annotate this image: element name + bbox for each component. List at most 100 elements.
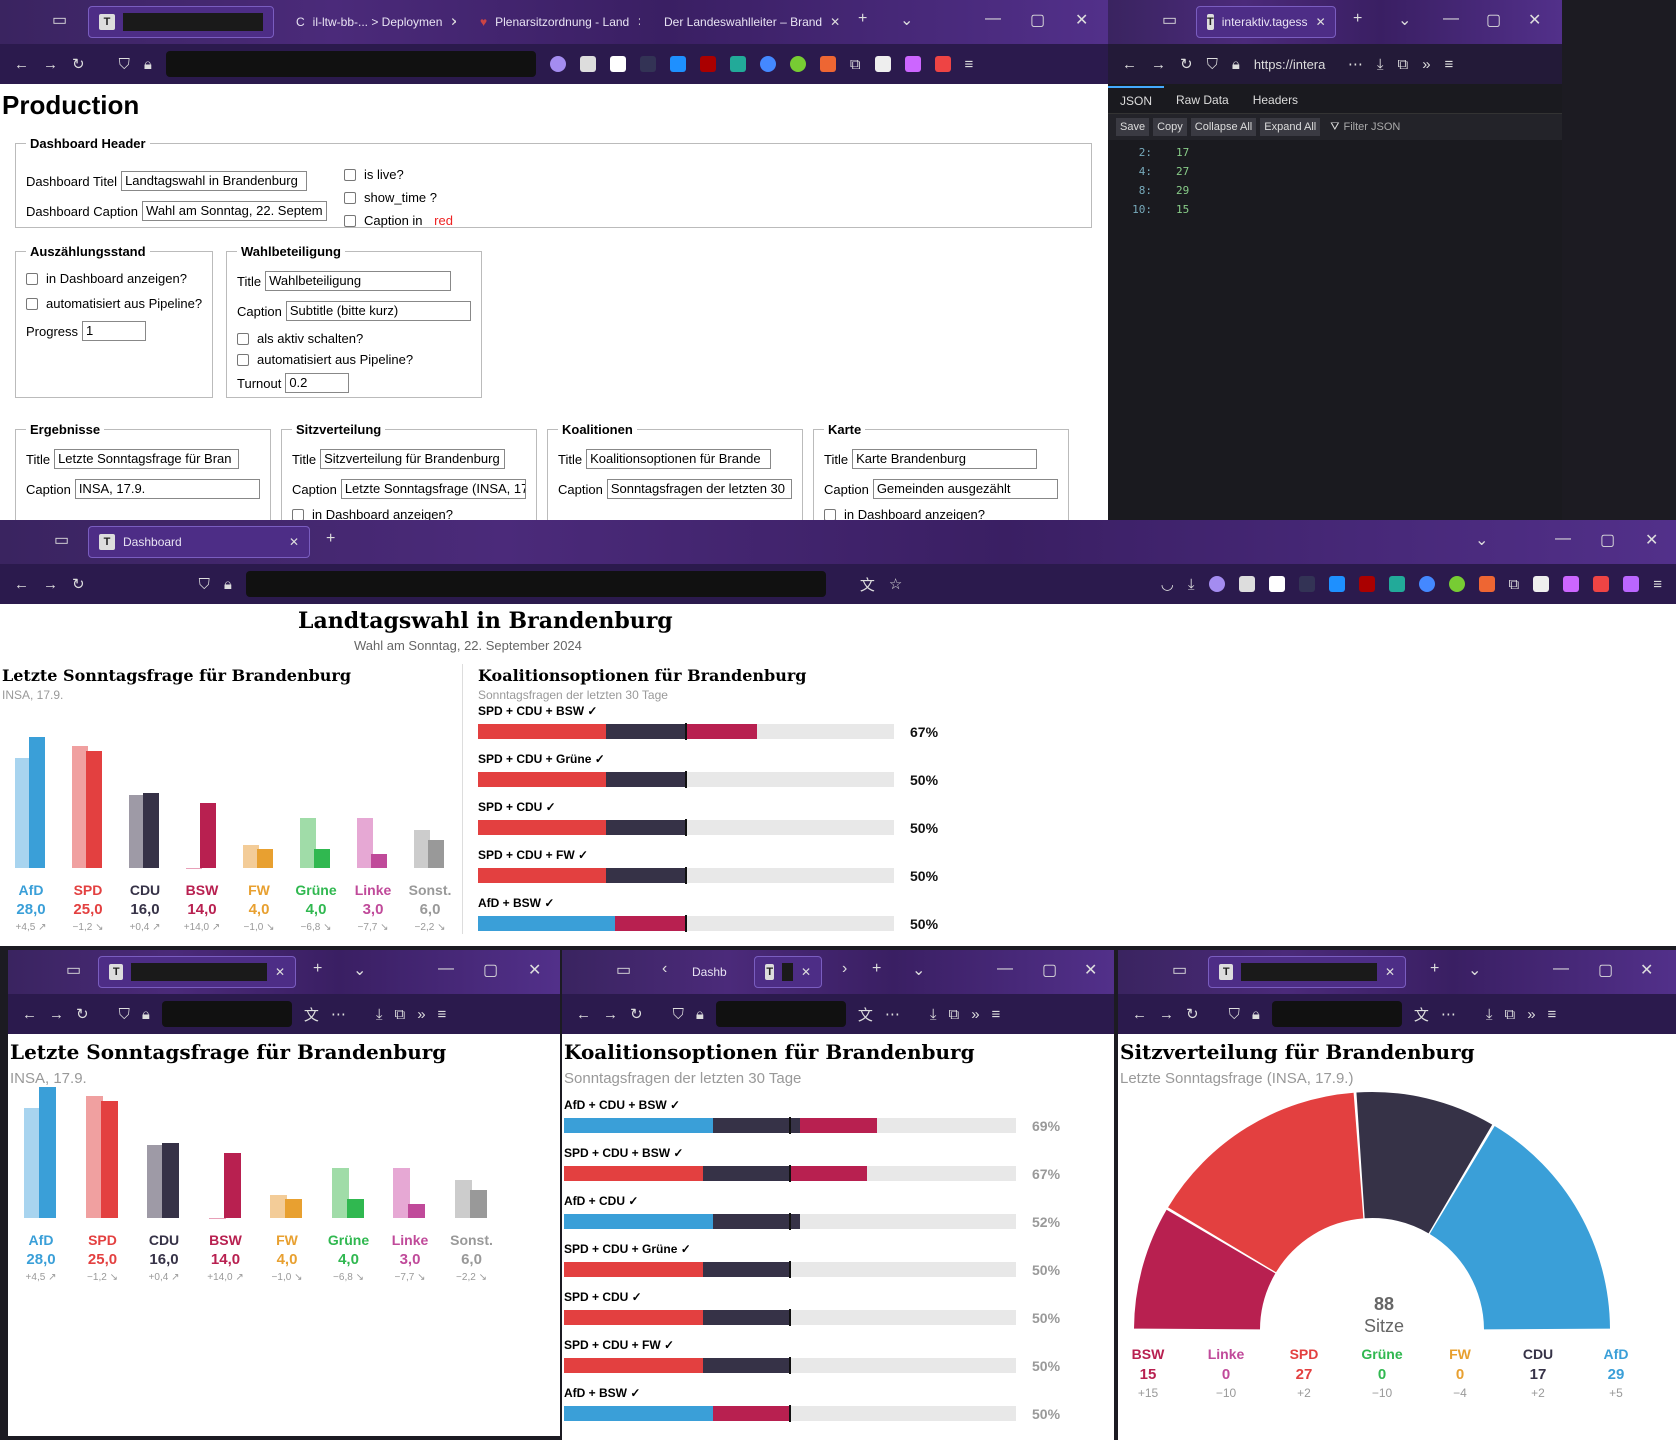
tab-active[interactable]: T ✕ — [1208, 956, 1406, 988]
more-icon[interactable]: ⋯ — [1440, 1006, 1456, 1023]
star-icon[interactable]: ☆ — [888, 576, 903, 593]
chevron-down-icon[interactable]: ⌄ — [1468, 962, 1482, 979]
ext-icon[interactable] — [904, 56, 921, 72]
puzzle-icon[interactable]: ⧉ — [1504, 1005, 1516, 1023]
forward-icon[interactable]: → — [1159, 1005, 1174, 1023]
turnout-input[interactable]: 0.2 — [285, 373, 350, 393]
chevron-down-icon[interactable]: ⌄ — [1475, 532, 1489, 549]
close-icon[interactable]: ✕ — [450, 15, 456, 29]
ext-icon[interactable] — [1533, 576, 1550, 592]
show-checkbox[interactable] — [824, 508, 836, 521]
reload-icon[interactable]: ↻ — [1180, 56, 1193, 73]
menu-icon[interactable]: ≡ — [964, 55, 974, 73]
tab-overview-icon[interactable]: ▭ — [66, 962, 82, 979]
close-window-icon[interactable]: ✕ — [1528, 12, 1542, 29]
minimize-icon[interactable]: — — [985, 10, 1001, 27]
maximize-icon[interactable]: ▢ — [1486, 12, 1502, 29]
tab-active[interactable]: T — [88, 6, 274, 38]
save-button[interactable]: Save — [1116, 118, 1150, 136]
tab-overview-icon[interactable]: ▭ — [1172, 962, 1188, 979]
download-icon[interactable]: ⤓ — [1485, 1005, 1493, 1023]
tab-active[interactable]: T ✕ — [754, 956, 822, 988]
tab-overview-icon[interactable]: ▭ — [1162, 12, 1178, 29]
ext-icon[interactable] — [1238, 576, 1255, 592]
chevron-left-icon[interactable]: ‹ — [662, 960, 668, 977]
puzzle-icon[interactable]: ⧉ — [394, 1005, 406, 1023]
menu-icon[interactable]: ≡ — [437, 1005, 447, 1023]
karte-title-input[interactable]: Karte Brandenburg — [852, 449, 1038, 469]
url-bar[interactable] — [1271, 1001, 1402, 1027]
url-bar[interactable]: https://intera — [1253, 56, 1326, 72]
back-icon[interactable]: ← — [22, 1005, 37, 1023]
tab-overview-icon[interactable]: ▭ — [616, 962, 632, 979]
filter-json-input[interactable]: Filter JSON — [1343, 121, 1401, 133]
ext-icon[interactable] — [1563, 576, 1580, 592]
puzzle-icon[interactable]: ⧉ — [1397, 55, 1409, 73]
puzzle-icon[interactable]: ⧉ — [849, 55, 861, 73]
ext-icon[interactable] — [549, 56, 566, 72]
ergeb-title-input[interactable]: Letzte Sonntagsfrage für Bran — [54, 449, 240, 469]
overflow-icon[interactable]: » — [1422, 55, 1431, 73]
show-time-checkbox[interactable] — [344, 191, 356, 204]
overflow-icon[interactable]: » — [971, 1005, 980, 1023]
ext-icon[interactable] — [1623, 576, 1640, 592]
tab-dashboard[interactable]: Dashb — [682, 956, 752, 988]
ext-icon[interactable] — [789, 56, 806, 72]
ext-icon[interactable] — [1418, 576, 1435, 592]
close-icon[interactable]: ✕ — [1384, 965, 1395, 979]
close-icon[interactable]: ✕ — [1315, 15, 1326, 29]
ext-icon[interactable] — [1268, 576, 1285, 592]
download-icon[interactable]: ⤓ — [1376, 55, 1384, 73]
overflow-icon[interactable]: » — [417, 1005, 426, 1023]
new-tab-icon[interactable]: + — [313, 960, 323, 977]
url-bar[interactable] — [165, 51, 536, 77]
back-icon[interactable]: ← — [576, 1005, 591, 1023]
close-icon[interactable]: ✕ — [800, 965, 811, 979]
reload-icon[interactable]: ↻ — [72, 56, 85, 73]
ergeb-caption-input[interactable]: INSA, 17.9. — [74, 479, 260, 499]
ext-icon[interactable] — [934, 56, 951, 72]
menu-icon[interactable]: ≡ — [1547, 1005, 1557, 1023]
back-icon[interactable]: ← — [14, 55, 29, 73]
ext-icon[interactable] — [1388, 576, 1405, 592]
ext-icon[interactable] — [729, 56, 746, 72]
pocket-icon[interactable]: ◡ — [1160, 576, 1174, 593]
menu-icon[interactable]: ≡ — [991, 1005, 1001, 1023]
menu-icon[interactable]: ≡ — [1444, 55, 1454, 73]
ext-icon[interactable] — [1593, 576, 1610, 592]
new-tab-icon[interactable]: + — [872, 960, 882, 977]
url-bar[interactable] — [161, 1001, 292, 1027]
maximize-icon[interactable]: ▢ — [1042, 962, 1058, 979]
forward-icon[interactable]: → — [49, 1005, 64, 1023]
wahl-title-input[interactable]: Wahlbeteiligung — [265, 271, 452, 291]
back-icon[interactable]: ← — [1132, 1005, 1147, 1023]
close-window-icon[interactable]: ✕ — [1645, 532, 1659, 549]
minimize-icon[interactable]: — — [1553, 960, 1569, 977]
tab-plenar[interactable]: ♥ Plenarsitzordnung - Land ✕ — [470, 6, 640, 38]
auto-checkbox[interactable] — [237, 353, 249, 366]
ext-icon[interactable] — [1328, 576, 1345, 592]
karte-caption-input[interactable]: Gemeinden ausgezählt — [872, 479, 1058, 499]
new-tab-icon[interactable]: + — [1430, 960, 1440, 977]
forward-icon[interactable]: → — [43, 55, 58, 73]
download-icon[interactable]: ⤓ — [929, 1005, 937, 1023]
close-window-icon[interactable]: ✕ — [1075, 12, 1089, 29]
ext-icon[interactable] — [1448, 576, 1465, 592]
reload-icon[interactable]: ↻ — [1186, 1006, 1199, 1023]
reload-icon[interactable]: ↻ — [630, 1006, 643, 1023]
more-icon[interactable]: ⋯ — [884, 1006, 900, 1023]
progress-input[interactable]: 1 — [82, 321, 147, 341]
ext-icon[interactable] — [579, 56, 596, 72]
chevron-right-icon[interactable]: › — [842, 960, 848, 977]
download-icon[interactable]: ⤓ — [1187, 575, 1195, 593]
ext-icon[interactable] — [1298, 576, 1315, 592]
koal-title-input[interactable]: Koalitionsoptionen für Brande — [586, 449, 772, 469]
chevron-down-icon[interactable]: ⌄ — [912, 962, 926, 979]
tab-headers[interactable]: Headers — [1252, 92, 1299, 107]
close-icon[interactable]: ✕ — [288, 535, 299, 549]
tab-overview-icon[interactable]: ▭ — [52, 12, 68, 29]
menu-icon[interactable]: ≡ — [1653, 575, 1662, 593]
tab-json[interactable]: JSON — [1108, 85, 1165, 114]
wahl-caption-input[interactable]: Subtitle (bitte kurz) — [285, 301, 471, 321]
